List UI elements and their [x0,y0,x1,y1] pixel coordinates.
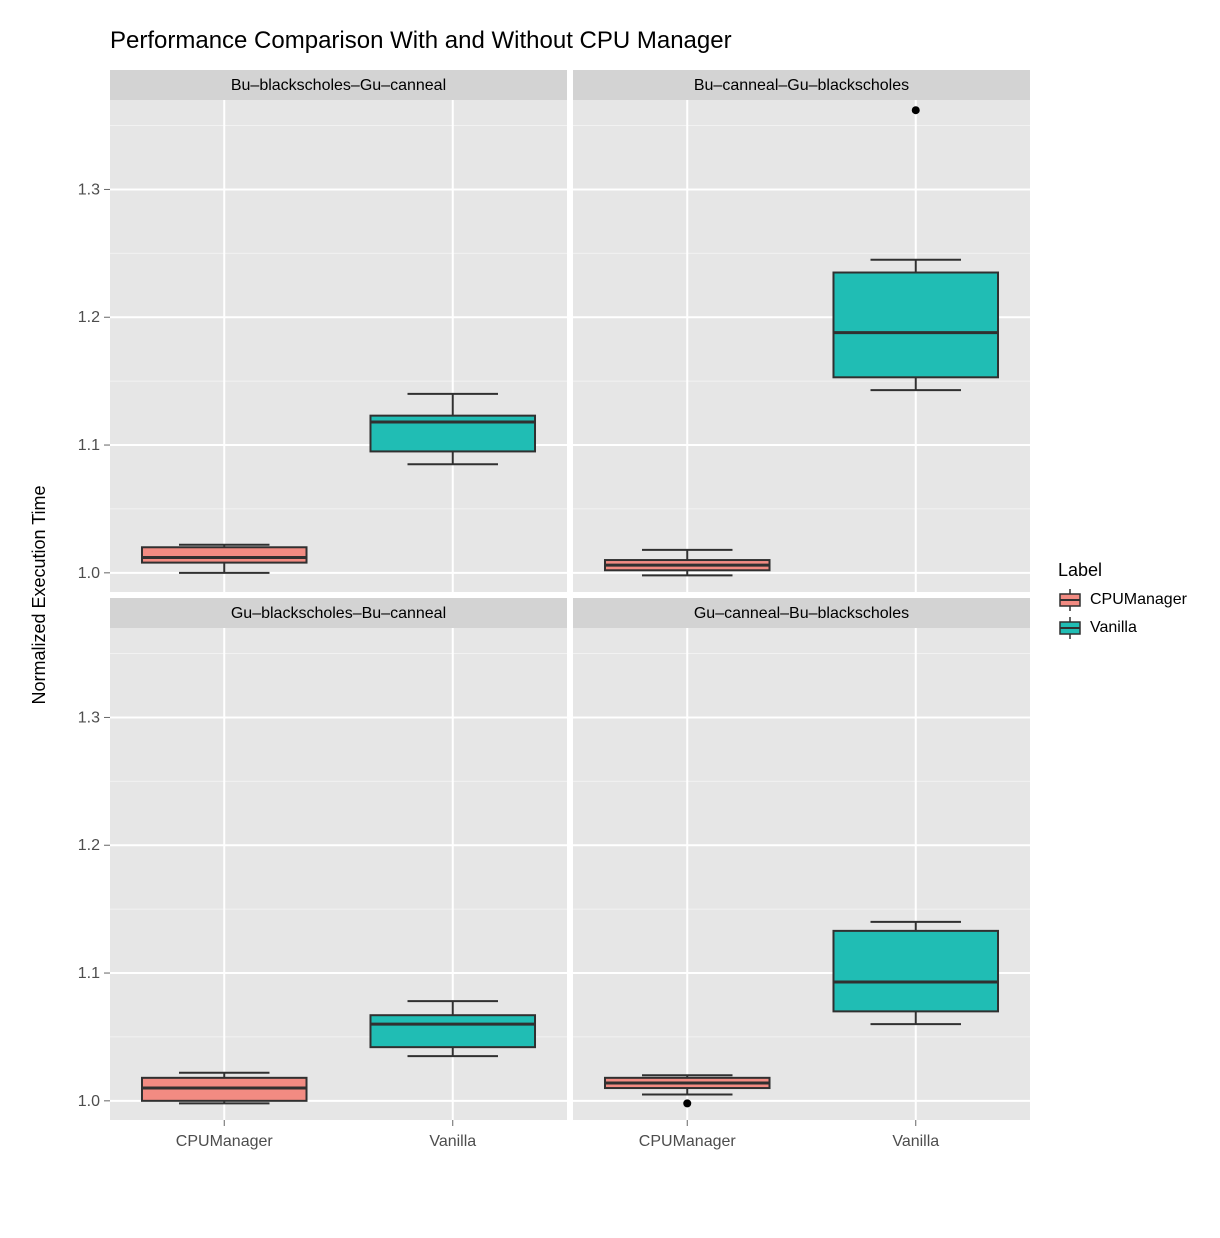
y-tick-label: 1.3 [78,181,100,198]
y-tick-label: 1.3 [78,709,100,726]
x-tick-label: Vanilla [892,1133,939,1150]
legend-items: CPUManager Vanilla [1058,589,1187,639]
legend: Label CPUManager Vanilla [1058,560,1187,645]
faceted-boxplot: Performance Comparison With and Without … [20,20,1040,1185]
facet-panel: Gu–canneal–Bu–blackscholes CPUManager Vani… [573,598,1030,1150]
y-axis-label: Normalized Execution Time [29,485,49,704]
outlier-point [912,106,920,114]
y-tick-label: 1.0 [78,565,100,582]
x-tick-label: CPUManager [176,1133,274,1150]
facet-panel: Bu–blackscholes–Gu–canneal 1.0 1.1 1.2 1.3 [78,70,567,592]
boxplot-box [370,1015,535,1047]
y-tick-label: 1.2 [78,309,100,326]
x-tick-label: Vanilla [429,1133,476,1150]
legend-item-label: CPUManager [1090,591,1187,609]
y-tick-label: 1.1 [78,965,100,982]
facet-title: Gu–blackscholes–Bu–canneal [231,605,446,622]
boxplot-box [833,273,998,378]
facet-panel: Bu–canneal–Gu–blackscholes [573,70,1030,592]
facet-title: Bu–blackscholes–Gu–canneal [231,77,446,94]
facet-panel: Gu–blackscholes–Bu–canneal 1.0 1.1 1.2 1.3 CP… [78,598,567,1150]
boxplot-box [833,931,998,1012]
legend-item: Vanilla [1058,617,1187,639]
y-tick-label: 1.2 [78,837,100,854]
x-tick-label: CPUManager [639,1133,737,1150]
chart-main: Performance Comparison With and Without … [20,20,1040,1185]
chart-container: Performance Comparison With and Without … [20,20,1200,1185]
facet-title: Bu–canneal–Gu–blackscholes [694,77,909,94]
legend-item-label: Vanilla [1090,619,1137,637]
chart-title: Performance Comparison With and Without … [110,27,732,54]
legend-key-icon [1058,617,1082,639]
y-tick-label: 1.1 [78,437,100,454]
legend-title: Label [1058,560,1187,581]
legend-item: CPUManager [1058,589,1187,611]
boxplot-box [142,547,307,562]
facet-title: Gu–canneal–Bu–blackscholes [694,605,909,622]
outlier-point [683,1099,691,1107]
y-tick-label: 1.0 [78,1093,100,1110]
legend-key-icon [1058,589,1082,611]
